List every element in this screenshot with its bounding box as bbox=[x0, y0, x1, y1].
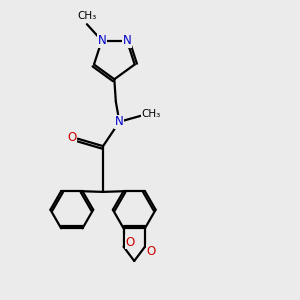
Text: O: O bbox=[147, 245, 156, 258]
Text: N: N bbox=[98, 34, 106, 47]
Text: CH₃: CH₃ bbox=[142, 109, 161, 119]
Text: CH₃: CH₃ bbox=[77, 11, 97, 21]
Text: N: N bbox=[122, 34, 131, 47]
Text: N: N bbox=[115, 115, 124, 128]
Text: O: O bbox=[125, 236, 135, 249]
Text: O: O bbox=[67, 131, 76, 144]
